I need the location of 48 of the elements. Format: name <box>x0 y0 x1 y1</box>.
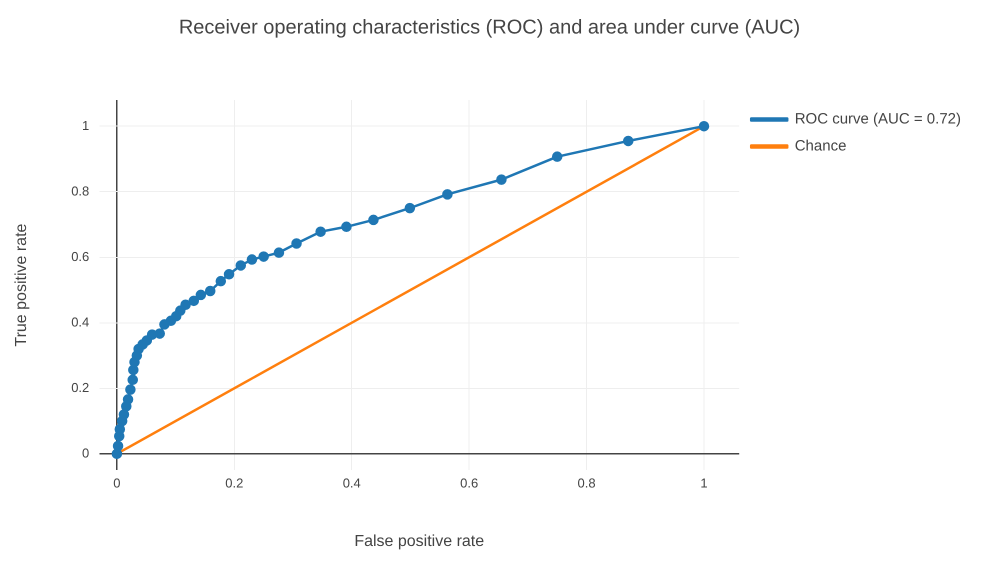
point <box>122 394 134 405</box>
point <box>622 136 634 146</box>
point <box>127 374 138 386</box>
point <box>404 202 416 214</box>
point <box>128 364 139 376</box>
y-tick-label: 0.2 <box>71 380 90 395</box>
x-tick-label: 0.2 <box>225 476 244 491</box>
point <box>224 269 234 280</box>
y-tick-label: 0.6 <box>71 248 90 264</box>
legend-label: Chance <box>794 138 846 155</box>
x-tick-label: 0.8 <box>578 476 596 491</box>
point <box>114 424 126 434</box>
y-axis-title: True positive rate <box>13 223 30 347</box>
chart-title: Receiver operating characteristics (ROC) and area under curve (AUC) <box>178 16 800 39</box>
point <box>368 214 379 226</box>
point <box>552 151 562 162</box>
point <box>496 174 507 185</box>
point <box>142 335 152 346</box>
y-tick-label: 0 <box>82 445 90 460</box>
legend-label: ROC curve (AUC = 0.72) <box>794 110 962 128</box>
point <box>196 290 206 300</box>
point <box>180 300 191 310</box>
point <box>125 384 136 395</box>
point <box>112 448 122 460</box>
y-tick-label: 0.8 <box>71 183 90 198</box>
x-tick-label: 1 <box>700 476 708 491</box>
point <box>112 440 124 452</box>
point <box>204 286 216 296</box>
y-tick-label: 0.4 <box>71 314 90 330</box>
x-axis-title: False positive rate <box>354 532 484 550</box>
x-tick-label: 0.6 <box>460 476 478 491</box>
point <box>118 409 130 420</box>
point <box>154 328 165 339</box>
point <box>291 238 302 249</box>
point <box>188 296 200 306</box>
x-tick-label: 0.4 <box>342 476 361 491</box>
point <box>274 247 284 258</box>
point <box>175 305 186 316</box>
point <box>258 251 269 262</box>
point <box>341 222 352 232</box>
y-tick-label: 1 <box>82 118 90 133</box>
point <box>315 226 326 237</box>
point <box>236 260 246 271</box>
point <box>216 276 226 286</box>
point <box>698 120 710 132</box>
point <box>442 189 453 200</box>
x-tick-label: 0 <box>113 476 120 491</box>
point <box>246 254 258 265</box>
